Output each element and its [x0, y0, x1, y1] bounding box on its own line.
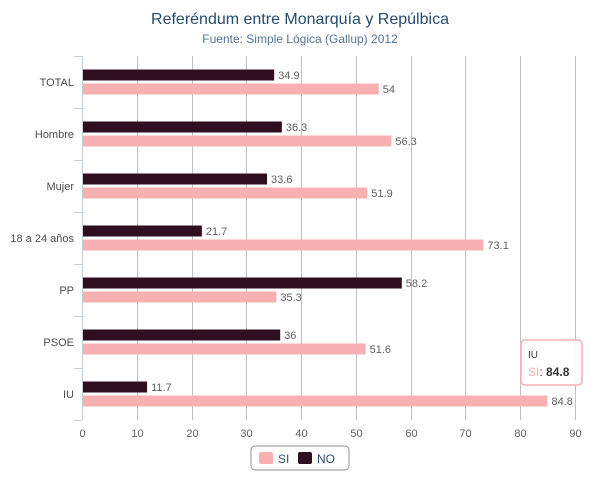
labels: 0 10 20 30 40 50 60 70 80 90 TOTAL 34.9 54 Hombre 36.3…	[10, 70, 581, 440]
chart-subtitle: Fuente: Simple Lógica (Gallup) 2012	[202, 32, 398, 46]
category-label-pp: PP	[59, 285, 74, 297]
tooltip-series-name: SI	[528, 365, 539, 379]
tooltip-category: IU	[528, 350, 538, 361]
data-label-si-total: 54	[383, 84, 395, 96]
x-tick-label-20: 20	[186, 428, 198, 440]
data-label-no-iu: 11.7	[151, 382, 172, 394]
data-label-si-mujer: 51.9	[371, 188, 392, 200]
chart-title: Referéndum entre Monarquía y Repúlbica	[151, 11, 449, 28]
tooltip: IU SI: 84.8	[520, 339, 583, 386]
data-label-si-hombre: 56.3	[395, 136, 416, 148]
bar-no-hombre[interactable]	[83, 121, 282, 133]
bar-si-psoe[interactable]	[83, 343, 366, 355]
x-tick-label-30: 30	[240, 428, 252, 440]
bar-si-mujer[interactable]	[83, 187, 368, 199]
tooltip-value: 84.8	[546, 365, 570, 379]
bar-si-iu[interactable]	[83, 395, 548, 407]
bar-no-pp[interactable]	[83, 277, 402, 289]
x-tick-label-0: 0	[79, 428, 85, 440]
data-label-si-pp: 35.3	[280, 292, 301, 304]
bar-si-pp[interactable]	[83, 291, 277, 303]
bar-no-mujer[interactable]	[83, 173, 268, 185]
x-tick-label-40: 40	[295, 428, 307, 440]
data-label-no-hombre: 36.3	[286, 122, 307, 134]
category-label-18-a-24-anos: 18 a 24 años	[10, 233, 74, 245]
category-label-hombre: Hombre	[35, 129, 74, 141]
category-label-psoe: PSOE	[43, 337, 74, 349]
legend-swatch-no	[298, 452, 312, 464]
data-label-si-18-a-24-anos: 73.1	[487, 240, 508, 252]
legend-swatch-si	[259, 452, 273, 464]
data-label-no-18-a-24-anos: 21.7	[206, 226, 227, 238]
data-label-no-total: 34.9	[278, 70, 299, 82]
bar-no-18-a-24-anos[interactable]	[83, 225, 202, 237]
legend-item-si[interactable]: SI	[259, 452, 289, 466]
bar-si-hombre[interactable]	[83, 135, 392, 147]
data-label-no-pp: 58.2	[406, 278, 427, 290]
category-label-total: TOTAL	[40, 77, 74, 89]
tooltip-line: SI: 84.8	[528, 365, 570, 379]
data-label-si-psoe: 51.6	[370, 344, 391, 356]
gridlines	[74, 56, 576, 421]
category-label-mujer: Mujer	[46, 181, 74, 193]
bars	[83, 69, 548, 407]
bar-no-total[interactable]	[83, 69, 275, 81]
x-tick-label-60: 60	[405, 428, 417, 440]
x-tick-label-70: 70	[459, 428, 471, 440]
tooltip-box	[520, 339, 583, 386]
legend: SI NO	[250, 445, 350, 471]
x-tick-label-80: 80	[514, 428, 526, 440]
bar-si-total[interactable]	[83, 83, 379, 95]
data-label-si-iu: 84.8	[552, 396, 573, 408]
data-label-no-psoe: 36	[284, 330, 296, 342]
category-label-iu: IU	[63, 389, 74, 401]
data-label-no-mujer: 33.6	[271, 174, 292, 186]
bar-no-psoe[interactable]	[83, 329, 281, 341]
legend-label-si: SI	[278, 452, 289, 466]
bar-si-18-a-24-anos[interactable]	[83, 239, 484, 251]
x-tick-label-50: 50	[350, 428, 362, 440]
x-tick-label-10: 10	[131, 428, 143, 440]
legend-label-no: NO	[317, 452, 335, 466]
bar-no-iu[interactable]	[83, 381, 148, 393]
legend-item-no[interactable]: NO	[298, 452, 335, 466]
x-tick-label-90: 90	[569, 428, 581, 440]
tooltip-colon: :	[539, 365, 546, 379]
